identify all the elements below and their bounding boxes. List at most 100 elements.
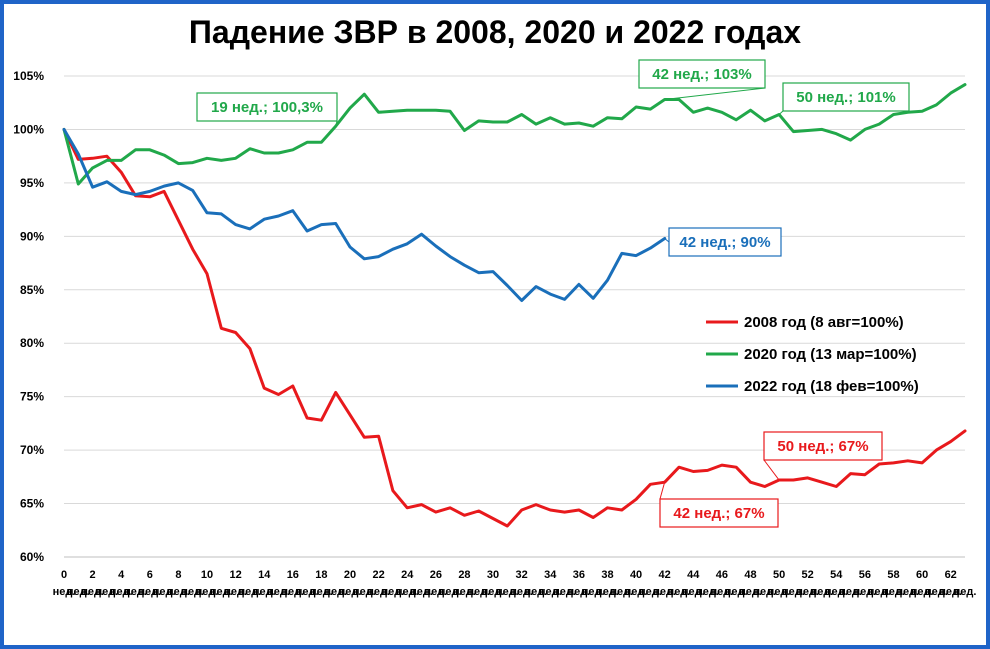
y-tick-label: 80% xyxy=(20,336,44,350)
x-tick-unit: нед. xyxy=(224,586,247,598)
x-tick-unit: нед. xyxy=(467,586,490,598)
x-tick-unit: нед. xyxy=(725,586,748,598)
x-tick-label: 56 xyxy=(859,569,871,581)
x-tick-unit: нед. xyxy=(625,586,648,598)
x-tick-label: 30 xyxy=(487,569,499,581)
x-tick-label: 20 xyxy=(344,569,356,581)
x-tick-label: 22 xyxy=(373,569,385,581)
x-tick-unit: нед. xyxy=(339,586,362,598)
annotation-box xyxy=(763,431,883,461)
annotation-label: 19 нед.; 100,3% xyxy=(211,99,323,116)
x-tick-unit: нед. xyxy=(310,586,333,598)
x-tick-unit: нед. xyxy=(925,586,948,598)
x-tick-unit: нед. xyxy=(281,586,304,598)
x-tick-unit: нед. xyxy=(582,586,605,598)
x-tick-label: 40 xyxy=(630,569,642,581)
y-tick-label: 100% xyxy=(13,122,44,136)
legend-label: 2008 год (8 авг=100%) xyxy=(744,314,904,331)
x-tick-unit: нед. xyxy=(739,586,762,598)
annotation-label: 42 нед.; 67% xyxy=(673,505,764,522)
x-tick-unit: нед. xyxy=(682,586,705,598)
x-tick-label: 12 xyxy=(229,569,241,581)
x-tick-unit: нед. xyxy=(639,586,662,598)
y-tick-label: 105% xyxy=(13,69,44,83)
x-tick-label: 38 xyxy=(601,569,613,581)
x-tick-label: 10 xyxy=(201,569,213,581)
x-tick-unit: нед. xyxy=(167,586,190,598)
x-tick-unit: нед. xyxy=(296,586,319,598)
x-tick-label: 36 xyxy=(573,569,585,581)
y-tick-label: 70% xyxy=(20,443,44,457)
x-tick-unit: нед. xyxy=(324,586,347,598)
x-tick-label: 28 xyxy=(458,569,470,581)
x-tick-unit: нед. xyxy=(81,586,104,598)
x-tick-unit: нед. xyxy=(825,586,848,598)
x-tick-unit: нед. xyxy=(853,586,876,598)
x-tick-unit: нед. xyxy=(553,586,576,598)
x-tick-label: 44 xyxy=(687,569,700,581)
x-tick-label: 54 xyxy=(830,569,843,581)
x-tick-label: 24 xyxy=(401,569,414,581)
series-line-1 xyxy=(62,127,967,528)
x-tick-label: 46 xyxy=(716,569,728,581)
y-tick-label: 90% xyxy=(20,229,44,243)
x-tick-unit: нед. xyxy=(796,586,819,598)
x-tick-label: 2 xyxy=(90,569,96,581)
x-tick-unit: нед. xyxy=(510,586,533,598)
x-tick-unit: нед. xyxy=(696,586,719,598)
x-tick-label: 62 xyxy=(945,569,957,581)
annotation-leader xyxy=(664,238,670,243)
x-tick-unit: нед. xyxy=(239,586,262,598)
x-tick-unit: нед. xyxy=(124,586,147,598)
x-tick-label: 60 xyxy=(916,569,928,581)
x-tick-label: 0 xyxy=(61,569,67,581)
x-tick-unit: нед. xyxy=(267,586,290,598)
x-tick-unit: нед. xyxy=(868,586,891,598)
y-tick-label: 60% xyxy=(20,550,44,564)
annotation-label: 42 нед.; 90% xyxy=(679,234,770,251)
x-tick-unit: нед. xyxy=(596,586,619,598)
x-tick-unit: нед. xyxy=(353,586,376,598)
x-tick-unit: нед. xyxy=(539,586,562,598)
x-tick-unit: нед. xyxy=(439,586,462,598)
x-tick-unit: нед. xyxy=(882,586,905,598)
x-tick-unit: нед. xyxy=(410,586,433,598)
x-tick-unit: нед. xyxy=(839,586,862,598)
y-tick-label: 65% xyxy=(20,497,44,511)
x-tick-unit: нед. xyxy=(382,586,405,598)
x-tick-label: 50 xyxy=(773,569,785,581)
annotation-box xyxy=(659,498,779,528)
x-tick-unit: нед. xyxy=(525,586,548,598)
x-tick-unit: нед. xyxy=(496,586,519,598)
annotation-leader xyxy=(664,87,766,101)
x-tick-unit: нед. xyxy=(811,586,834,598)
annotation-leader xyxy=(778,110,784,115)
x-tick-label: 8 xyxy=(175,569,181,581)
y-tick-label: 85% xyxy=(20,283,44,297)
y-tick-label: 75% xyxy=(20,390,44,404)
x-tick-unit: нед. xyxy=(939,586,962,598)
x-tick-unit: нед. xyxy=(653,586,676,598)
x-tick-label: 26 xyxy=(430,569,442,581)
x-tick-unit: нед. xyxy=(954,586,977,598)
x-tick-unit: нед. xyxy=(482,586,505,598)
x-tick-label: 4 xyxy=(118,569,125,581)
x-tick-label: 48 xyxy=(744,569,756,581)
x-tick-unit: нед. xyxy=(67,586,90,598)
x-tick-unit: нед. xyxy=(896,586,919,598)
x-tick-unit: нед. xyxy=(367,586,390,598)
annotation-box xyxy=(638,59,766,89)
x-tick-label: 14 xyxy=(258,569,271,581)
legend-label: 2020 год (13 мар=100%) xyxy=(744,346,917,363)
chart-title: Падение ЗВР в 2008, 2020 и 2022 годах xyxy=(188,14,802,50)
x-tick-label: 18 xyxy=(315,569,327,581)
annotation-box xyxy=(782,82,910,112)
annotation-box xyxy=(196,92,338,122)
x-tick-label: 16 xyxy=(287,569,299,581)
x-tick-unit: нед. xyxy=(181,586,204,598)
x-tick-unit: нед. xyxy=(253,586,276,598)
x-tick-unit: нед. xyxy=(396,586,419,598)
series-line-3 xyxy=(62,127,667,302)
annotation-leader xyxy=(659,482,666,500)
